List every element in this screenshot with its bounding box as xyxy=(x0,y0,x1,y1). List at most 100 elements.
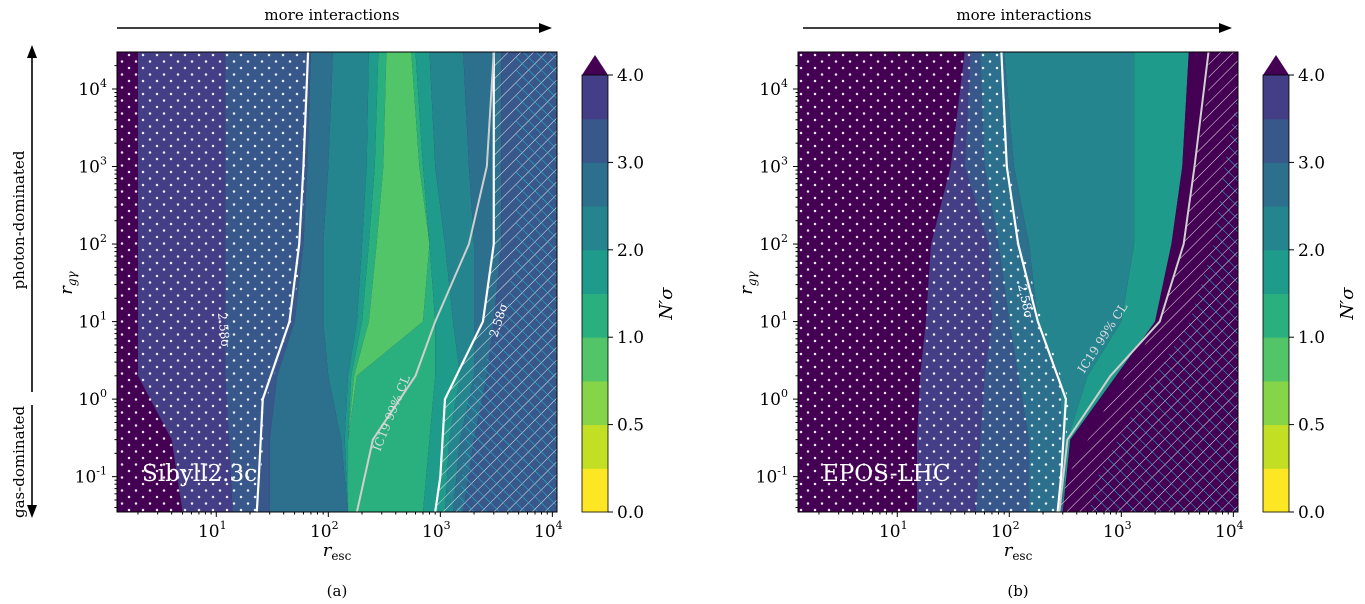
y-tick-label: 104 xyxy=(78,77,107,100)
panel-a-colorbar: 0.0 0.5 1.0 2.0 3.0 4.0 N′σ xyxy=(581,55,677,523)
panel-b: more interactions 2.58σ IC19 99% CL EPOS… xyxy=(736,6,1358,600)
y-tick-label: 100 xyxy=(78,387,107,410)
colorbar-extend-arrow xyxy=(582,55,608,75)
panel-b-caption: (b) xyxy=(1007,582,1028,600)
colorbar-band xyxy=(1263,118,1289,163)
panel-b-top-arrow: more interactions xyxy=(803,6,1232,33)
panel-a-icecube-hatch xyxy=(457,52,557,512)
colorbar-band xyxy=(582,162,608,207)
panel-a: more interactions photon-dominated gas-d… xyxy=(10,6,677,600)
colorbar-band xyxy=(1263,293,1289,338)
panel-a-model-label: Sibyll2.3c xyxy=(142,461,257,487)
panel-a-top-arrow: more interactions xyxy=(117,6,552,33)
left-arrow: photon-dominated gas-dominated xyxy=(10,45,37,518)
panel-a-ylabel: rgγ xyxy=(56,270,79,294)
contour-region-5 xyxy=(1062,52,1189,512)
panel-a-excluded-dots xyxy=(117,52,310,512)
colorbar-tick-label: 0.0 xyxy=(1298,503,1325,523)
y-tick-label: 100 xyxy=(759,387,788,410)
colorbar-label: N′σ xyxy=(656,287,677,321)
contour-region-4 xyxy=(323,52,369,512)
panel-a-top-arrow-label: more interactions xyxy=(264,6,399,24)
y-tick-label: 10-1 xyxy=(75,465,107,488)
y-tick-label: 101 xyxy=(78,310,107,333)
colorbar-band xyxy=(582,206,608,251)
colorbar-tick-label: 4.0 xyxy=(1298,66,1325,86)
y-tick-label: 10-1 xyxy=(756,465,788,488)
panel-b-ylabel: rgγ xyxy=(736,270,759,294)
photon-dominated-label: photon-dominated xyxy=(10,150,28,289)
colorbar-tick-label: 0.5 xyxy=(617,416,644,436)
panel-b-plot-area: 2.58σ IC19 99% CL EPOS-LHC xyxy=(798,52,1238,512)
y-tick-label: 103 xyxy=(78,155,107,178)
colorbar-band xyxy=(1263,75,1289,120)
colorbar-band xyxy=(1263,162,1289,207)
colorbar-tick-label: 0.0 xyxy=(617,503,644,523)
panel-a-frame xyxy=(116,51,558,513)
panel-b-sigma-contours xyxy=(1000,52,1068,512)
colorbar-band xyxy=(1263,380,1289,426)
x-tick-label: 103 xyxy=(1103,519,1132,542)
colorbar-band xyxy=(582,424,608,469)
x-tick-label: 101 xyxy=(198,519,227,542)
colorbar-frame xyxy=(1262,74,1290,513)
sigma-contour-1 xyxy=(434,52,495,512)
x-tick-label: 104 xyxy=(534,519,563,542)
panel-a-sigma-label-left: 2.58σ xyxy=(215,312,233,348)
x-tick-label: 102 xyxy=(310,519,339,542)
colorbar-label: N′σ xyxy=(1337,287,1358,321)
colorbar-band xyxy=(1263,468,1289,513)
colorbar-band xyxy=(1263,206,1289,251)
colorbar-band xyxy=(582,249,608,294)
panel-a-xlabel: resc xyxy=(323,540,352,563)
panel-a-ic19-cl-contour xyxy=(355,52,495,512)
y-tick-label: 101 xyxy=(759,310,788,333)
panel-a-sigma-contours xyxy=(255,52,495,512)
colorbar-band xyxy=(582,337,608,382)
y-tick-label: 102 xyxy=(78,232,107,255)
colorbar-band xyxy=(1263,424,1289,469)
contour-region-11 xyxy=(453,52,502,512)
panel-a-x-axis: 101 102 103 104 xyxy=(137,512,563,542)
colorbar-band xyxy=(582,468,608,513)
gas-dominated-label: gas-dominated xyxy=(10,406,28,518)
colorbar-band xyxy=(582,75,608,120)
panel-b-excluded-dots xyxy=(798,52,1069,512)
colorbar-frame xyxy=(581,74,609,513)
panel-a-plot-area: 2.58σ IC19 99% CL 2.58σ Sibyll2.3c xyxy=(117,52,557,512)
colorbar-tick-label: 2.0 xyxy=(1298,241,1325,261)
colorbar-tick-label: 3.0 xyxy=(617,153,644,173)
colorbar-tick-label: 0.5 xyxy=(1298,416,1325,436)
contour-region-7 xyxy=(348,52,430,512)
y-tick-label: 104 xyxy=(759,77,788,100)
x-tick-label: 104 xyxy=(1215,519,1244,542)
panel-b-xlabel: resc xyxy=(1004,540,1033,563)
colorbar-tick-label: 2.0 xyxy=(617,241,644,261)
contour-region-8 xyxy=(348,52,436,512)
x-tick-label: 102 xyxy=(991,519,1020,542)
contour-region-5 xyxy=(344,52,379,512)
contour-region-6 xyxy=(348,52,387,512)
contour-region-3 xyxy=(269,52,349,512)
panel-b-model-label: EPOS-LHC xyxy=(822,461,950,487)
panel-b-colorbar: 0.0 0.5 1.0 2.0 3.0 4.0 N′σ xyxy=(1262,55,1358,523)
panel-a-y-axis: 10-1 100 101 102 103 104 xyxy=(75,65,117,509)
x-tick-label: 103 xyxy=(422,519,451,542)
colorbar-band xyxy=(582,293,608,338)
sigma-contour-0 xyxy=(1000,52,1068,512)
panel-a-contour-regions xyxy=(117,52,557,512)
panel-b-top-arrow-label: more interactions xyxy=(956,6,1091,24)
y-tick-label: 102 xyxy=(759,232,788,255)
colorbar-band xyxy=(582,118,608,163)
colorbar-band xyxy=(582,380,608,426)
colorbar-tick-label: 1.0 xyxy=(1298,328,1325,348)
panel-b-ic19-cl-contour xyxy=(1058,52,1210,512)
panel-b-icecube-hatch xyxy=(1089,52,1238,512)
x-tick-label: 101 xyxy=(879,519,908,542)
colorbar-tick-label: 3.0 xyxy=(1298,153,1325,173)
contour-region-4 xyxy=(1004,52,1135,512)
panel-a-caption: (a) xyxy=(327,582,348,600)
panel-b-y-axis: 10-1 100 101 102 103 104 xyxy=(756,65,798,509)
colorbar-tick-label: 4.0 xyxy=(617,66,644,86)
